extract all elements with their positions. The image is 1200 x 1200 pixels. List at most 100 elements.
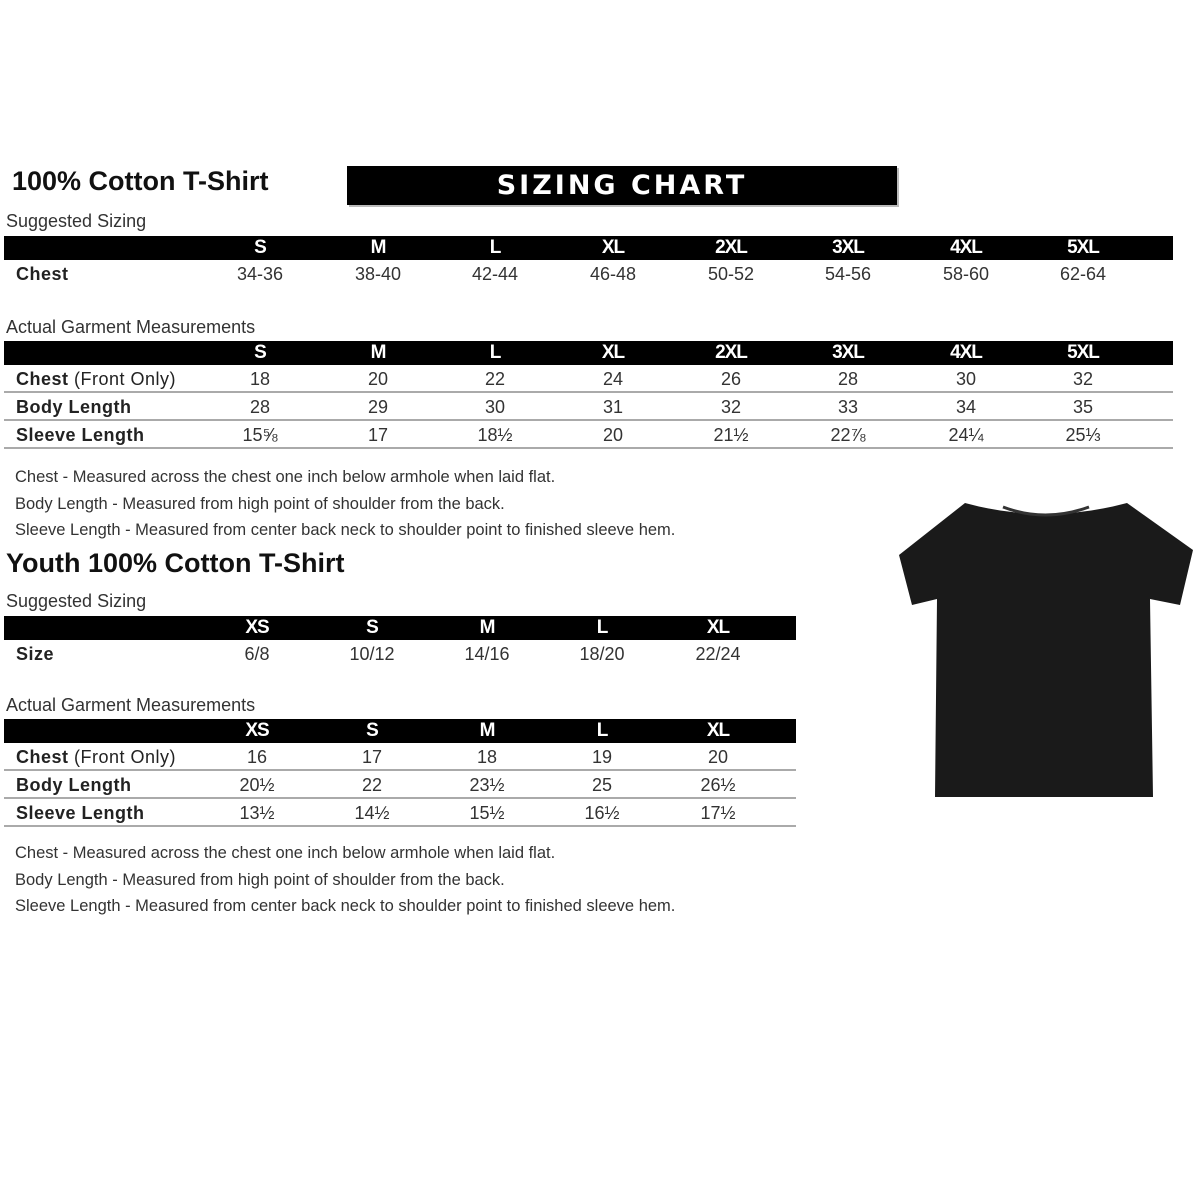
size-header-bar: S M L XL 2XL 3XL 4XL 5XL bbox=[4, 236, 1173, 260]
row-label-text: Size bbox=[16, 644, 55, 664]
table-cell: 13½ bbox=[239, 803, 275, 823]
table-cell: 25 bbox=[591, 775, 613, 795]
table-row: Body Length 20½ 22 23½ 25 26½ bbox=[4, 771, 796, 799]
tshirt-icon bbox=[899, 503, 1193, 797]
size-header-s: S bbox=[254, 237, 267, 258]
row-label-text: Body Length bbox=[16, 397, 132, 417]
row-label-text: Body Length bbox=[16, 775, 132, 795]
table-cell: 16½ bbox=[584, 803, 620, 823]
table-cell: 10/12 bbox=[349, 644, 395, 664]
table-cell: 17 bbox=[367, 425, 389, 445]
size-header-2xl: 2XL bbox=[715, 342, 748, 363]
note-sleeve-length: Sleeve Length - Measured from center bac… bbox=[15, 521, 676, 539]
table-cell: 18 bbox=[249, 369, 271, 389]
note-chest: Chest - Measured across the chest one in… bbox=[15, 844, 556, 862]
adult-actual-table: S M L XL 2XL 3XL 4XL 5XL Chest (Front Only) 18 20 2… bbox=[4, 341, 1173, 449]
size-header-l: L bbox=[489, 342, 502, 363]
row-label: Chest (Front Only) bbox=[16, 365, 176, 393]
row-divider bbox=[4, 825, 796, 827]
youth-actual-label: Actual Garment Measurements bbox=[6, 695, 256, 715]
size-header-xl: XL bbox=[601, 237, 625, 258]
size-header-m: M bbox=[370, 237, 387, 258]
size-header-3xl: 3XL bbox=[832, 237, 865, 258]
sizing-chart-banner: SIZING CHART bbox=[347, 166, 897, 205]
table-row: Chest 34-36 38-40 42-44 46-48 50-52 54-56 58-60… bbox=[4, 260, 1173, 288]
row-label: Chest bbox=[16, 260, 69, 288]
table-cell: 62-64 bbox=[1059, 264, 1107, 284]
size-header-l: L bbox=[596, 617, 609, 638]
youth-suggested-table: XS S M L XL Size 6/8 10/12 14/16 18/20 22/24 bbox=[4, 616, 796, 664]
table-cell: 23½ bbox=[469, 775, 505, 795]
row-label: Size bbox=[16, 640, 54, 668]
row-divider bbox=[4, 769, 796, 771]
table-cell: 38-40 bbox=[354, 264, 402, 284]
size-header-4xl: 4XL bbox=[950, 237, 983, 258]
table-cell: 46-48 bbox=[589, 264, 637, 284]
adult-suggested-label: Suggested Sizing bbox=[6, 211, 147, 231]
table-cell: 31 bbox=[602, 397, 624, 417]
table-cell: 18 bbox=[476, 747, 498, 767]
table-cell: 20 bbox=[602, 425, 624, 445]
table-cell: 24¼ bbox=[948, 425, 984, 445]
table-cell: 32 bbox=[1072, 369, 1094, 389]
row-label: Body Length bbox=[16, 771, 132, 799]
table-row: Chest (Front Only) 16 17 18 19 20 bbox=[4, 743, 796, 771]
youth-actual-table: XS S M L XL Chest (Front Only) 16 17 18 19 20 Body … bbox=[4, 719, 796, 827]
table-row: Sleeve Length 13½ 14½ 15½ 16½ 17½ bbox=[4, 799, 796, 827]
table-cell: 33 bbox=[837, 397, 859, 417]
table-cell: 35 bbox=[1072, 397, 1094, 417]
table-cell: 21½ bbox=[713, 425, 749, 445]
row-label-note: (Front Only) bbox=[74, 747, 177, 767]
table-cell: 25⅓ bbox=[1065, 425, 1101, 445]
row-divider bbox=[4, 797, 796, 799]
table-cell: 22/24 bbox=[695, 644, 741, 664]
table-cell: 14½ bbox=[354, 803, 390, 823]
table-cell: 34-36 bbox=[236, 264, 284, 284]
table-cell: 29 bbox=[367, 397, 389, 417]
size-header-2xl: 2XL bbox=[715, 237, 748, 258]
table-cell: 14/16 bbox=[464, 644, 510, 664]
size-header-5xl: 5XL bbox=[1067, 342, 1100, 363]
youth-notes: Chest - Measured across the chest one in… bbox=[15, 840, 675, 920]
size-header-m: M bbox=[479, 617, 496, 638]
table-cell: 6/8 bbox=[244, 644, 270, 664]
table-cell: 50-52 bbox=[707, 264, 755, 284]
table-cell: 28 bbox=[837, 369, 859, 389]
note-body-length: Body Length - Measured from high point o… bbox=[15, 494, 505, 513]
adult-notes: Chest - Measured across the chest one in… bbox=[15, 464, 675, 544]
table-cell: 28 bbox=[249, 397, 271, 417]
table-cell: 17½ bbox=[700, 803, 736, 823]
row-divider bbox=[4, 391, 1173, 393]
table-cell: 22 bbox=[361, 775, 383, 795]
row-label: Chest (Front Only) bbox=[16, 743, 176, 771]
table-cell: 30 bbox=[955, 369, 977, 389]
size-header-xs: XS bbox=[245, 720, 269, 741]
size-header-4xl: 4XL bbox=[950, 342, 983, 363]
size-header-bar: S M L XL 2XL 3XL 4XL 5XL bbox=[4, 341, 1173, 365]
size-header-xl: XL bbox=[601, 342, 625, 363]
size-header-bar: XS S M L XL bbox=[4, 616, 796, 640]
size-header-l: L bbox=[596, 720, 609, 741]
size-header-xs: XS bbox=[245, 617, 269, 638]
row-divider bbox=[4, 419, 1173, 421]
adult-suggested-table: S M L XL 2XL 3XL 4XL 5XL Chest 34-36 38-40 42-44 46-… bbox=[4, 236, 1173, 284]
row-divider bbox=[4, 447, 1173, 449]
table-cell: 54-56 bbox=[824, 264, 872, 284]
table-row: Chest (Front Only) 18 20 22 24 26 28 30 32 bbox=[4, 365, 1173, 393]
table-cell: 18/20 bbox=[579, 644, 625, 664]
table-cell: 42-44 bbox=[471, 264, 519, 284]
note-sleeve-length: Sleeve Length - Measured from center bac… bbox=[15, 897, 676, 915]
table-cell: 16 bbox=[246, 747, 268, 767]
row-label-text: Chest bbox=[16, 747, 69, 767]
youth-suggested-label: Suggested Sizing bbox=[6, 591, 147, 611]
table-row: Body Length 28 29 30 31 32 33 34 35 bbox=[4, 393, 1173, 421]
row-label-text: Chest bbox=[16, 264, 69, 284]
table-cell: 20 bbox=[707, 747, 729, 767]
table-cell: 20½ bbox=[239, 775, 275, 795]
adult-actual-label: Actual Garment Measurements bbox=[6, 317, 256, 337]
row-label-text: Chest bbox=[16, 369, 69, 389]
row-label-note: (Front Only) bbox=[74, 369, 177, 389]
table-row: Sleeve Length 15⅝ 17 18½ 20 21½ 22⅞ 24¼ 25⅓ bbox=[4, 421, 1173, 449]
row-label: Body Length bbox=[16, 393, 132, 421]
table-cell: 15½ bbox=[469, 803, 505, 823]
